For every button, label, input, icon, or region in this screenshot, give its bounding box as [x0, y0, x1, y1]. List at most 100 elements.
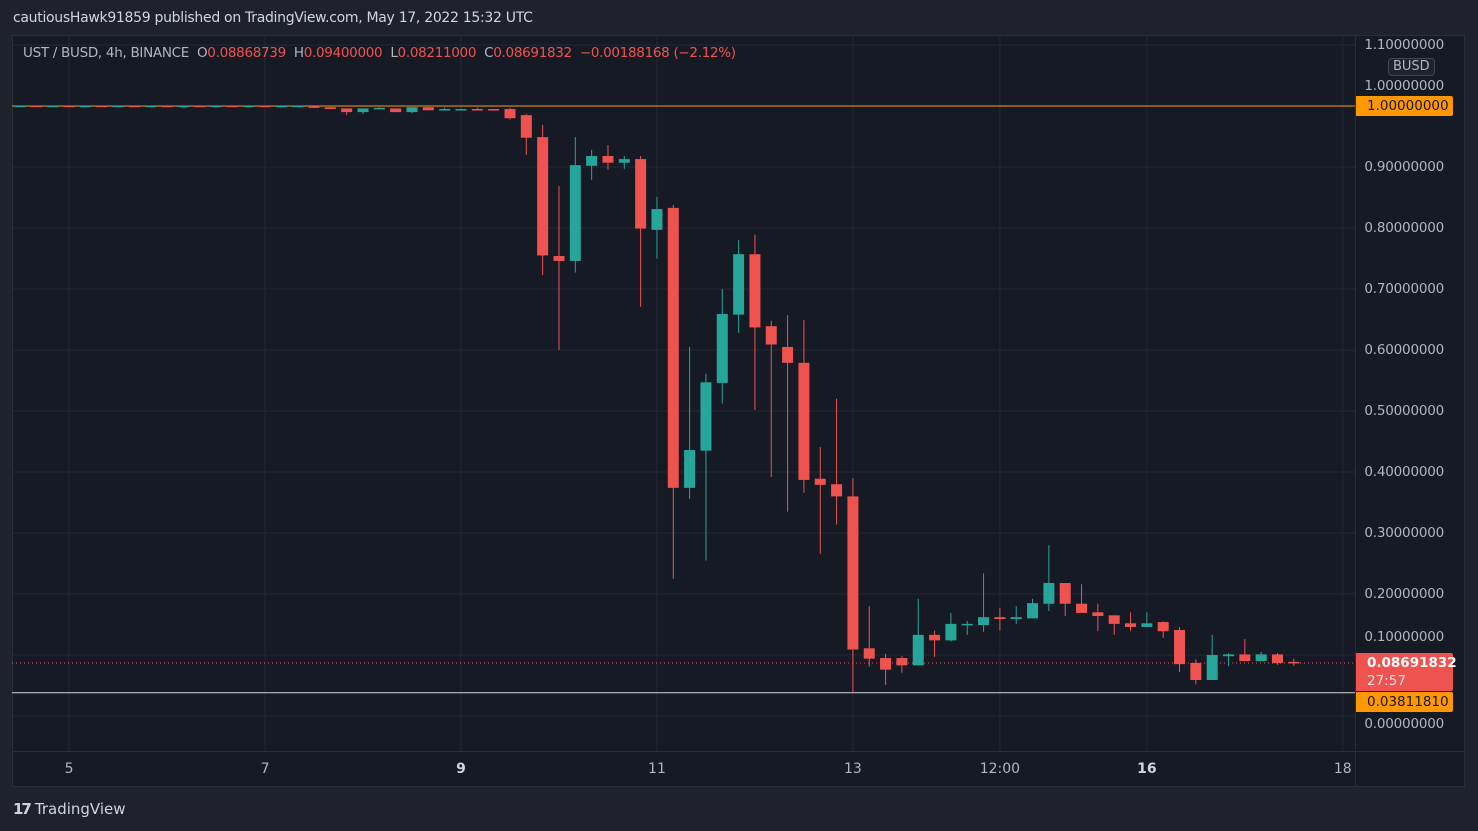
candle-body	[406, 107, 418, 113]
change-value: −0.00188168 (−2.12%)	[579, 45, 736, 61]
time-tick-label: 5	[64, 761, 74, 777]
level-high-tag: 1.00000000	[1356, 96, 1453, 116]
candle-body	[961, 623, 973, 626]
price-tick-label: 0.90000000	[1364, 159, 1444, 175]
candle-body	[1223, 654, 1235, 657]
candle-body	[651, 209, 663, 230]
candle-body	[912, 634, 924, 666]
price-tick-label: 1.00000000	[1364, 78, 1444, 94]
candle-body	[488, 109, 500, 111]
candle-body	[1255, 654, 1267, 662]
time-tick-label: 16	[1137, 761, 1157, 777]
candle-body	[14, 105, 26, 108]
time-tick-label: 12:00	[979, 761, 1021, 777]
candle-body	[635, 159, 647, 229]
candle-body	[390, 108, 402, 113]
candle-body	[733, 254, 745, 315]
price-tick-label: 1.10000000	[1364, 37, 1444, 53]
level-low-tag: 0.03811810	[1356, 692, 1453, 712]
candle-body	[831, 484, 843, 497]
candle-body	[994, 617, 1006, 620]
candle-body	[929, 634, 941, 641]
logo-text: TradingView	[34, 800, 126, 818]
candle-body	[553, 256, 565, 261]
candle-body	[945, 623, 957, 641]
candle-body	[471, 109, 483, 111]
candle-body	[1092, 612, 1104, 616]
candle-body	[112, 105, 124, 108]
candle-body	[1272, 654, 1283, 663]
candle-body	[243, 105, 255, 108]
candle-body	[128, 105, 140, 108]
candle-body	[194, 105, 206, 108]
price-tick-label: 0.50000000	[1364, 403, 1444, 419]
candle-body	[373, 107, 385, 110]
candle-body	[161, 105, 173, 108]
candle-body	[1141, 623, 1153, 627]
candle-body	[96, 105, 108, 108]
candle-body	[602, 156, 614, 163]
candle-body	[357, 108, 369, 113]
candle-body	[1076, 603, 1088, 613]
open-label: O	[196, 45, 208, 61]
bar-countdown: 27:57	[1367, 673, 1406, 689]
candle-body	[308, 106, 320, 108]
last-price-tag: 0.08691832 27:57	[1356, 653, 1457, 691]
candle-body	[716, 314, 728, 383]
candle-body	[586, 156, 598, 166]
close-value: 0.08691832	[493, 45, 572, 61]
candle-body	[1010, 617, 1022, 620]
candle-body	[537, 137, 549, 256]
candle-body	[978, 617, 990, 626]
price-tick-label: 0.10000000	[1364, 629, 1444, 645]
candle-body	[847, 496, 859, 650]
candle-body	[259, 105, 271, 108]
price-tick-label: 0.40000000	[1364, 464, 1444, 480]
close-label: C	[484, 45, 494, 61]
price-tick-label: 0.30000000	[1364, 525, 1444, 541]
low-label: L	[390, 45, 398, 61]
candle-body	[1059, 583, 1071, 604]
currency-badge[interactable]: BUSD	[1388, 58, 1435, 76]
candle-body	[1043, 583, 1055, 604]
candlestick-chart[interactable]	[12, 35, 1465, 787]
candle-body	[324, 107, 336, 110]
candle-body	[1125, 623, 1137, 627]
candle-body	[684, 450, 696, 488]
symbol-legend: UST / BUSD, 4h, BINANCE O0.08868739 H0.0…	[23, 45, 736, 61]
candle-body	[814, 478, 826, 485]
price-tick-label: 0.00000000	[1364, 716, 1444, 732]
publish-info: cautiousHawk91859 published on TradingVi…	[13, 10, 533, 26]
candle-body	[880, 658, 892, 670]
candle-body	[749, 254, 761, 328]
time-tick-label: 18	[1333, 761, 1352, 777]
candle-body	[782, 346, 794, 363]
high-value: 0.09400000	[303, 45, 383, 61]
candle-body	[439, 109, 451, 111]
candle-body	[210, 105, 222, 108]
candle-body	[1108, 615, 1120, 624]
time-tick-label: 9	[456, 761, 466, 777]
candle-body	[63, 105, 75, 108]
candle-body	[667, 207, 679, 488]
candle-body	[896, 658, 908, 666]
high-label: H	[293, 45, 304, 61]
symbol-label[interactable]: UST / BUSD, 4h, BINANCE	[23, 45, 189, 61]
candle-body	[145, 105, 157, 108]
candle-body	[1239, 654, 1251, 662]
time-tick-label: 7	[260, 761, 270, 777]
candle-body	[1206, 655, 1218, 681]
tradingview-logo[interactable]: 17 TradingView	[13, 800, 126, 818]
time-tick-label: 11	[648, 761, 666, 777]
candle-body	[504, 109, 516, 119]
time-tick-label: 13	[843, 761, 862, 777]
candle-body	[700, 382, 712, 451]
candle-body	[177, 105, 189, 108]
low-value: 0.08211000	[397, 45, 477, 61]
candle-body	[79, 105, 91, 108]
candle-body	[569, 165, 581, 261]
candle-body	[618, 159, 630, 163]
candle-body	[226, 105, 238, 108]
price-tick-label: 0.80000000	[1364, 220, 1444, 236]
candle-body	[1288, 661, 1300, 664]
